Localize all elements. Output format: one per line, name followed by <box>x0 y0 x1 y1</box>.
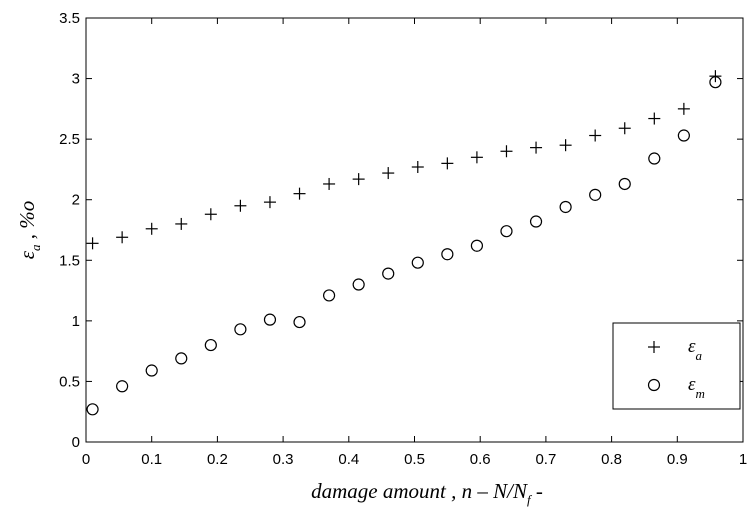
x-tick-label: 0.1 <box>141 451 162 468</box>
data-point <box>441 248 454 261</box>
data-point <box>86 403 99 416</box>
data-point <box>677 129 690 142</box>
data-point <box>709 76 722 89</box>
data-point <box>293 315 306 329</box>
legend-label-main: ε <box>688 374 696 395</box>
y-tick-label: 1 <box>72 313 80 330</box>
data-point <box>234 199 247 212</box>
data-point <box>470 151 483 164</box>
data-point <box>677 102 690 115</box>
legend-label: εm <box>688 374 705 401</box>
data-point <box>263 313 277 326</box>
data-point <box>204 208 217 221</box>
x-tick-label: 0.8 <box>601 451 622 468</box>
legend-box <box>612 322 741 410</box>
x-axis: 0 0.1 0.2 0.3 0.4 0.5 0.6 0.7 0.8 0.9 1 <box>82 18 747 468</box>
data-point <box>175 217 188 230</box>
data-point <box>589 129 602 142</box>
data-point <box>500 225 513 238</box>
data-point <box>382 167 395 180</box>
data-marks <box>86 70 722 416</box>
y-tick-label: 2 <box>72 192 80 209</box>
y-axis-title-main: ε <box>15 250 39 259</box>
data-point <box>441 157 454 170</box>
data-point <box>263 196 276 209</box>
data-point <box>145 364 158 377</box>
x-tick-label: 0 <box>82 451 90 468</box>
data-point <box>559 200 572 214</box>
data-point <box>589 188 602 201</box>
data-point <box>175 352 188 365</box>
data-point <box>86 237 99 250</box>
y-tick-label: 2.5 <box>59 131 80 148</box>
y-axis-title-tail: , %o <box>15 201 39 245</box>
data-point <box>529 215 543 228</box>
y-axis-title-sub: a <box>28 244 43 251</box>
data-point <box>322 289 336 302</box>
y-tick-label: 0.5 <box>59 373 80 390</box>
y-tick-label: 3.5 <box>59 10 80 27</box>
data-point <box>470 239 484 252</box>
data-point <box>323 177 336 190</box>
data-point <box>648 112 661 125</box>
data-point <box>116 231 129 244</box>
x-axis-title-tail: - <box>531 479 543 503</box>
data-point <box>559 139 572 152</box>
data-point <box>411 256 424 269</box>
data-point <box>293 187 306 200</box>
y-tick-label: 3 <box>72 71 80 88</box>
x-tick-label: 0.4 <box>338 451 359 468</box>
legend-marker <box>647 378 661 392</box>
legend-label: εa <box>688 336 703 363</box>
y-axis-title: εa , %o <box>15 201 43 260</box>
data-point <box>352 278 365 291</box>
data-point <box>382 267 395 280</box>
x-tick-label: 0.2 <box>207 451 228 468</box>
y-axis: 0 0.5 1 1.5 2 2.5 3 3.5 <box>59 10 743 451</box>
data-point <box>116 380 129 393</box>
legend-marker <box>648 341 660 353</box>
data-point <box>618 122 631 135</box>
data-point <box>234 323 247 336</box>
x-tick-label: 0.6 <box>470 451 491 468</box>
series-epsilon-m <box>86 76 722 416</box>
y-tick-label: 1.5 <box>59 252 80 269</box>
x-axis-title: damage amount , n – N/Nf - <box>311 479 543 507</box>
x-tick-label: 0.5 <box>404 451 425 468</box>
data-point <box>352 173 365 186</box>
x-tick-label: 1 <box>739 451 747 468</box>
x-tick-label: 0.7 <box>535 451 556 468</box>
data-point <box>204 338 217 352</box>
legend-label-main: ε <box>688 336 696 357</box>
legend-label-sub: m <box>696 386 705 401</box>
y-tick-label: 0 <box>72 434 80 451</box>
data-point <box>145 222 158 235</box>
x-axis-title-sub: f <box>527 492 533 507</box>
data-point <box>618 177 631 191</box>
legend-label-sub: a <box>696 348 703 363</box>
x-axis-title-main: damage amount , n – N/N <box>311 479 528 503</box>
data-point <box>500 145 513 158</box>
x-tick-label: 0.3 <box>273 451 294 468</box>
data-point <box>411 161 424 174</box>
data-point <box>648 152 661 165</box>
x-tick-label: 0.9 <box>667 451 688 468</box>
data-point <box>530 141 543 154</box>
